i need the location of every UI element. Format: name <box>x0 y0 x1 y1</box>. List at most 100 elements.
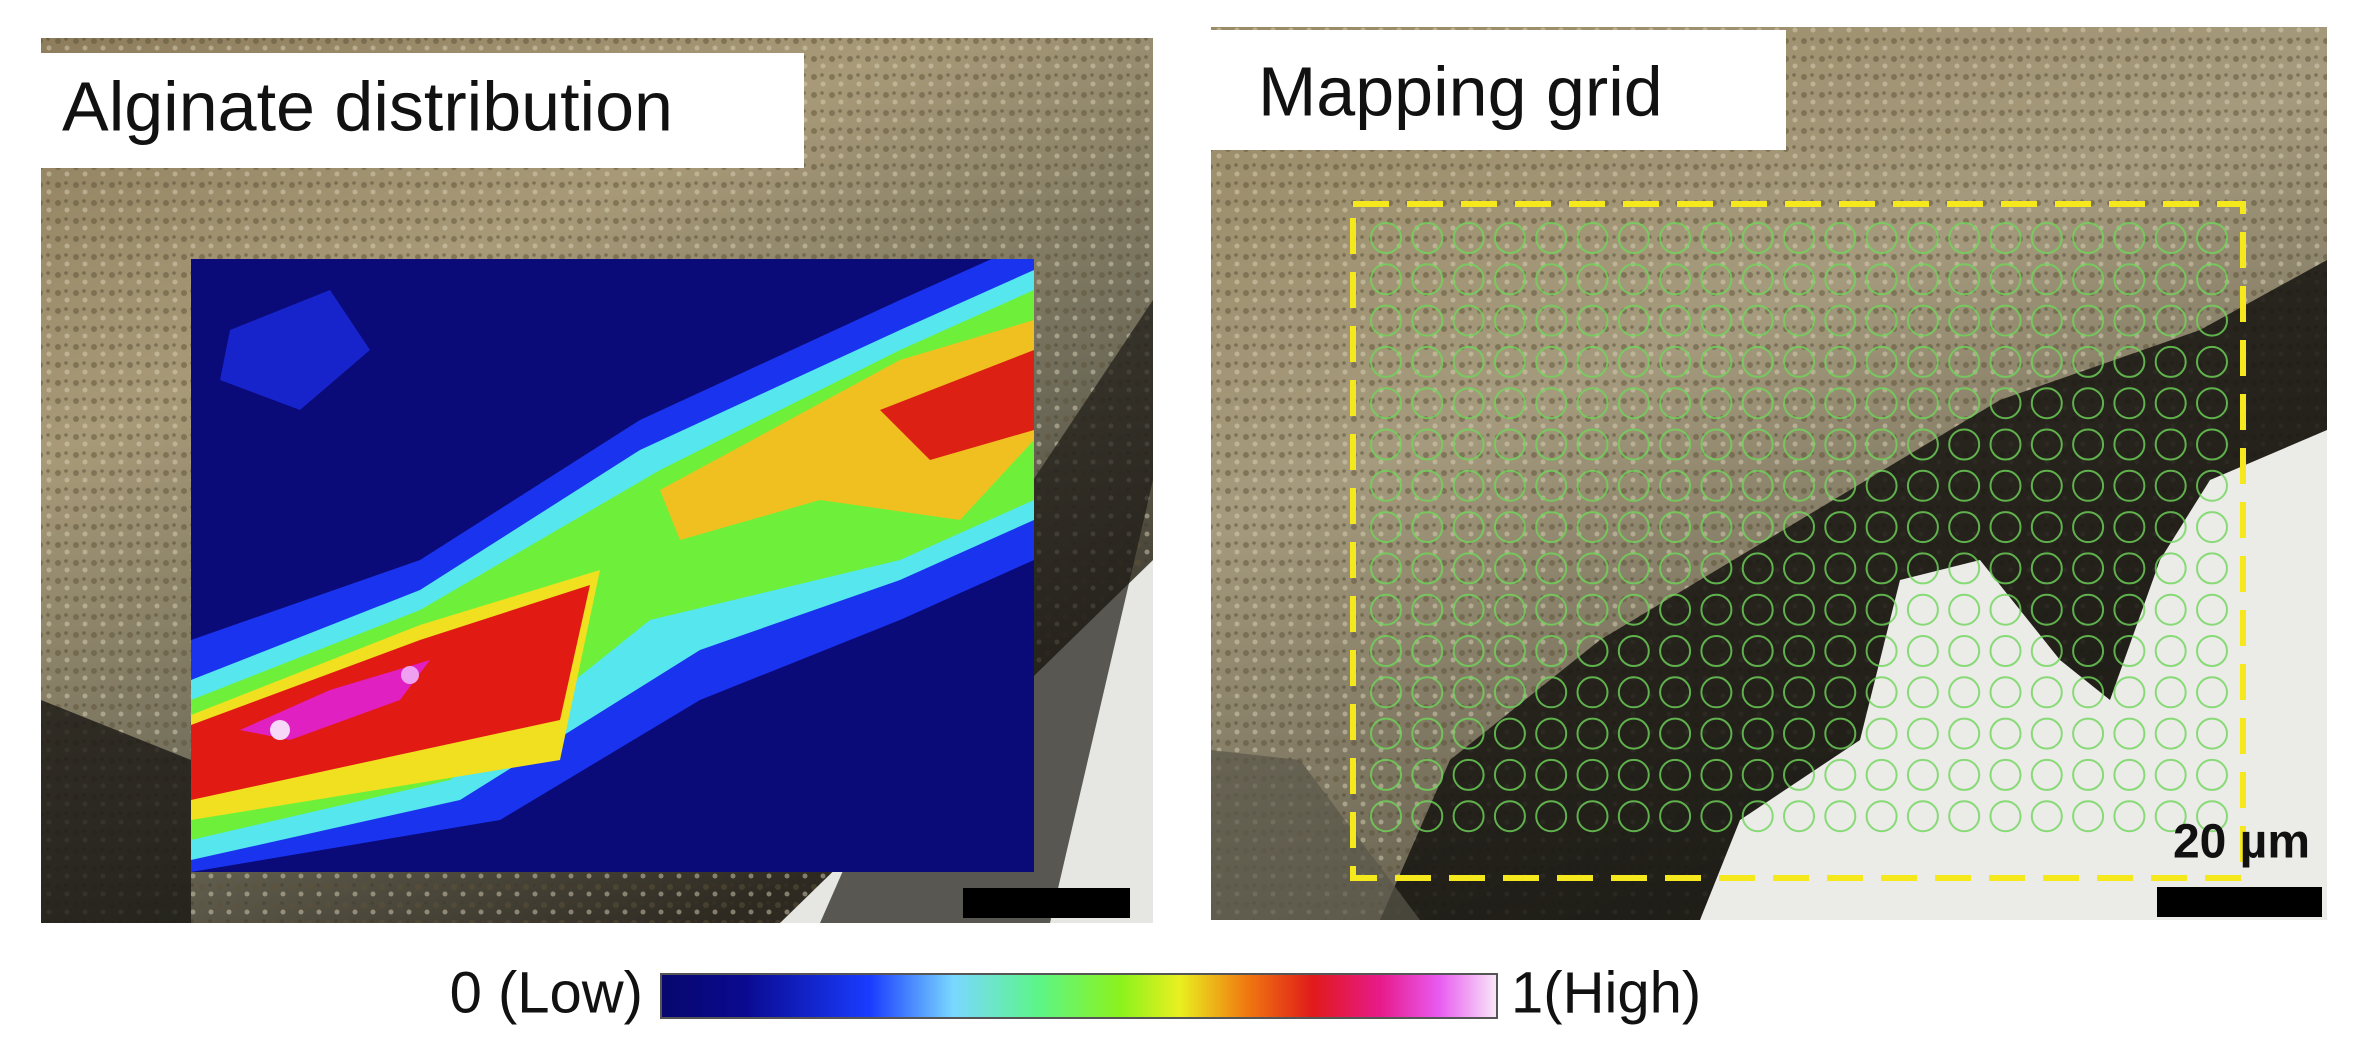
grid-point <box>1617 800 1650 833</box>
grid-point <box>1948 222 1981 254</box>
grid-point <box>1535 635 1568 667</box>
grid-point <box>1783 800 1815 833</box>
grid-point <box>1824 676 1857 709</box>
grid-point <box>1741 593 1774 626</box>
grid-point <box>1617 676 1650 709</box>
grid-point <box>1865 758 1898 791</box>
grid-point <box>1906 304 1939 337</box>
grid-point <box>1989 800 2022 833</box>
grid-point <box>1370 717 1402 750</box>
grid-point <box>1906 635 1939 667</box>
grid-point <box>2196 387 2228 420</box>
grid-point <box>1741 222 1774 254</box>
grid-point <box>1865 304 1898 337</box>
grid-point <box>1906 263 1939 296</box>
grid-point <box>1659 552 1692 585</box>
grid-point <box>2030 635 2063 667</box>
mapping-region <box>1350 201 2246 881</box>
grid-point <box>1906 387 1939 420</box>
grid-point <box>2154 428 2187 461</box>
grid-point <box>1452 304 1485 337</box>
grid-point <box>1700 717 1733 750</box>
grid-point <box>2196 717 2228 750</box>
grid-point <box>1576 552 1609 585</box>
grid-point <box>1370 304 1402 337</box>
grid-point <box>1783 304 1815 337</box>
grid-point <box>1576 222 1609 254</box>
grid-point <box>1370 469 1402 502</box>
grid-point <box>1989 593 2022 626</box>
grid-point <box>1452 428 1485 461</box>
grid-point <box>1370 222 1402 254</box>
grid-point <box>1824 263 1857 296</box>
grid-point <box>2196 511 2228 544</box>
grid-point <box>2072 593 2105 626</box>
grid-point <box>1411 593 1444 626</box>
grid-point <box>2030 717 2063 750</box>
grid-point <box>1452 676 1485 709</box>
grid-point <box>1493 304 1526 337</box>
grid-point <box>1411 511 1444 544</box>
grid-point <box>1576 593 1609 626</box>
grid-point <box>1824 758 1857 791</box>
grid-point <box>1989 758 2022 791</box>
grid-point <box>1617 717 1650 750</box>
grid-point <box>2113 511 2146 544</box>
grid-point <box>1948 676 1981 709</box>
grid-point <box>1411 304 1444 337</box>
grid-point <box>1865 263 1898 296</box>
grid-point <box>1741 304 1774 337</box>
grid-point <box>1411 635 1444 667</box>
grid-point <box>1700 758 1733 791</box>
grid-point <box>1989 304 2022 337</box>
grid-point <box>2113 345 2146 378</box>
grid-point <box>2154 552 2187 585</box>
grid-point <box>1452 387 1485 420</box>
grid-point <box>2030 469 2063 502</box>
grid-point <box>1865 717 1898 750</box>
grid-point <box>1659 428 1692 461</box>
grid-point <box>1741 428 1774 461</box>
grid-point <box>1865 552 1898 585</box>
grid-point <box>1617 469 1650 502</box>
grid-point <box>1783 552 1815 585</box>
grid-point <box>1865 428 1898 461</box>
grid-point <box>1370 676 1402 709</box>
grid-point <box>2154 345 2187 378</box>
grid-point <box>1906 222 1939 254</box>
grid-point <box>1906 511 1939 544</box>
grid-point <box>2196 469 2228 502</box>
grid-point <box>1370 758 1402 791</box>
grid-point <box>1948 345 1981 378</box>
grid-point <box>1576 387 1609 420</box>
grid-point <box>1741 469 1774 502</box>
grid-point <box>1906 717 1939 750</box>
grid-point <box>1741 263 1774 296</box>
grid-point <box>1617 345 1650 378</box>
grid-point <box>1452 263 1485 296</box>
grid-point <box>1617 428 1650 461</box>
grid-point <box>1700 263 1733 296</box>
grid-point <box>1948 593 1981 626</box>
grid-point <box>1700 428 1733 461</box>
grid-point <box>1535 800 1568 833</box>
grid-point <box>1865 345 1898 378</box>
grid-point <box>1783 717 1815 750</box>
grid-point <box>2072 717 2105 750</box>
grid-point <box>2196 552 2228 585</box>
colorbar <box>660 973 1498 1019</box>
grid-point <box>1411 387 1444 420</box>
grid-point <box>1741 387 1774 420</box>
grid-point <box>2072 469 2105 502</box>
grid-point <box>1659 758 1692 791</box>
grid-point <box>2030 263 2063 296</box>
grid-point <box>2154 635 2187 667</box>
grid-point <box>1948 304 1981 337</box>
grid-point <box>1989 635 2022 667</box>
grid-point <box>1493 511 1526 544</box>
grid-point <box>1370 800 1402 833</box>
grid-point <box>1989 428 2022 461</box>
grid-point <box>1370 428 1402 461</box>
grid-point <box>1741 800 1774 833</box>
